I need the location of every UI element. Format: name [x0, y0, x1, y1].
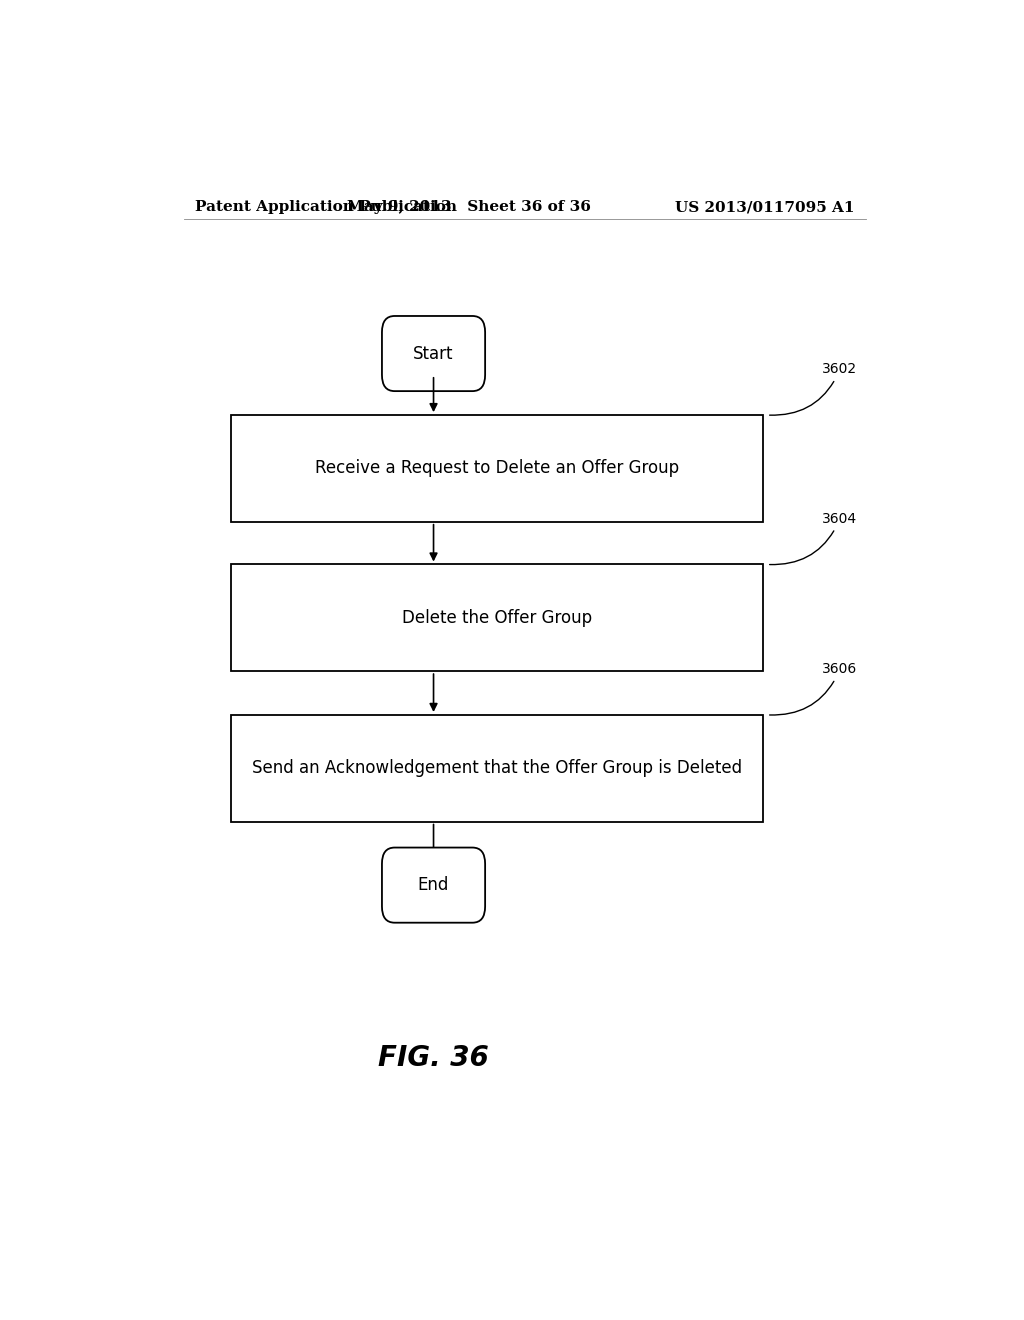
Text: US 2013/0117095 A1: US 2013/0117095 A1 [675, 201, 854, 214]
Text: 3602: 3602 [770, 362, 857, 416]
FancyBboxPatch shape [382, 315, 485, 391]
Text: Receive a Request to Delete an Offer Group: Receive a Request to Delete an Offer Gro… [315, 459, 679, 478]
Text: FIG. 36: FIG. 36 [378, 1044, 488, 1072]
Bar [231, 565, 763, 671]
FancyBboxPatch shape [382, 847, 485, 923]
Text: May 9, 2013   Sheet 36 of 36: May 9, 2013 Sheet 36 of 36 [347, 201, 591, 214]
Text: 3604: 3604 [770, 512, 857, 565]
Text: 3606: 3606 [770, 663, 858, 715]
Text: Patent Application Publication: Patent Application Publication [196, 201, 458, 214]
Text: Start: Start [414, 345, 454, 363]
Bar [231, 414, 763, 521]
Text: Send an Acknowledgement that the Offer Group is Deleted: Send an Acknowledgement that the Offer G… [252, 759, 742, 777]
Bar [231, 715, 763, 821]
Text: Delete the Offer Group: Delete the Offer Group [402, 609, 592, 627]
Text: End: End [418, 876, 450, 894]
